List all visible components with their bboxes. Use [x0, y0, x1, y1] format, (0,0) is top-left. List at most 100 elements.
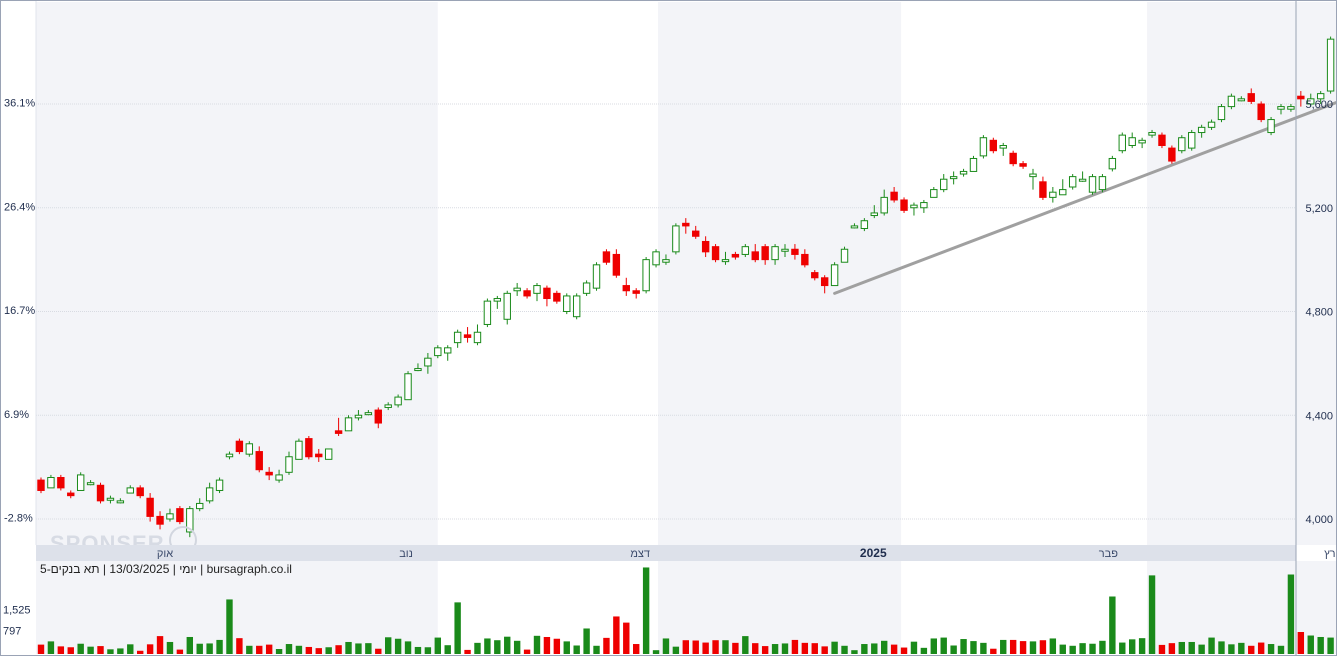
volume-bar: [1178, 641, 1185, 654]
candle-body: [602, 251, 611, 263]
candle: [959, 168, 968, 177]
volume-bar: [930, 638, 937, 654]
candle-body: [1217, 106, 1226, 121]
candle: [940, 174, 948, 193]
candle-body: [672, 225, 680, 253]
candle-body: [186, 508, 194, 533]
candle: [215, 477, 224, 494]
candle: [1029, 168, 1037, 190]
candle: [404, 371, 412, 401]
volume-bar: [771, 644, 779, 654]
candle: [295, 438, 303, 460]
volume-bar: [712, 640, 719, 654]
volume-bar: [236, 638, 243, 654]
volume-bar: [1277, 645, 1285, 654]
candle: [949, 171, 958, 185]
candle: [1188, 129, 1196, 151]
candle: [324, 448, 333, 460]
volume-bar: [285, 644, 293, 654]
volume-bar: [801, 642, 809, 654]
volume-bar: [1188, 641, 1195, 654]
candle: [374, 407, 382, 429]
candle: [315, 448, 323, 462]
volume-bar: [950, 645, 957, 654]
candle-body: [364, 412, 373, 416]
candle-body: [394, 396, 402, 406]
volume-bar: [603, 637, 610, 654]
month-label: פבר: [1099, 548, 1118, 560]
candle-body: [1108, 157, 1117, 170]
candle: [731, 251, 740, 260]
candle-body: [1168, 147, 1176, 162]
candle: [761, 244, 769, 265]
candle: [751, 244, 759, 263]
candle: [116, 498, 125, 504]
volume-bar: [37, 644, 45, 654]
candle: [711, 244, 720, 263]
volume-bar: [156, 636, 164, 654]
candle-body: [424, 357, 432, 367]
candle: [721, 251, 730, 265]
candle: [364, 410, 373, 416]
candle-body: [414, 368, 422, 372]
volume-bar: [1168, 643, 1176, 654]
candle: [771, 244, 779, 265]
candle: [1078, 171, 1087, 182]
candle-body: [860, 220, 869, 229]
price-axes: 4,000 4,400 4,800 5,200 5,600 -2.8% 6.9% 16.7% 2…: [4, 1, 1333, 655]
candle: [1009, 150, 1017, 167]
volume-bar: [424, 647, 432, 654]
candle: [820, 275, 829, 294]
price-tick-label: 4,800: [1305, 307, 1333, 319]
candle-body: [434, 347, 442, 357]
candle: [434, 345, 442, 359]
volume-bar: [385, 637, 392, 654]
volume-bar: [861, 644, 868, 654]
candle-body: [840, 248, 849, 263]
volume-bar: [722, 640, 729, 654]
candle-body: [731, 253, 740, 258]
volume-bar: [256, 645, 263, 654]
candle-body: [592, 264, 601, 289]
candle: [1138, 137, 1146, 149]
candle: [354, 410, 363, 421]
candle: [533, 282, 541, 302]
volume-bar: [1148, 575, 1156, 654]
candle-body: [166, 513, 174, 520]
month-band: [1147, 2, 1337, 545]
candle: [1297, 91, 1305, 107]
candle: [96, 482, 105, 504]
candle: [910, 202, 918, 216]
candle-body: [176, 508, 184, 523]
volume-bar: [414, 646, 422, 654]
candle-body: [761, 246, 769, 261]
candle: [414, 363, 422, 372]
candle-body: [1277, 106, 1285, 110]
candle: [840, 246, 849, 263]
candle-body: [275, 474, 283, 481]
candle-body: [1237, 98, 1246, 102]
volume-bar: [57, 646, 65, 654]
candle-body: [483, 300, 492, 325]
candle-body: [324, 448, 333, 460]
volume-bar: [533, 635, 541, 654]
candle-body: [543, 287, 551, 300]
chart-info-line: יומי | 13/03/2025 | תא בנקים-5 | bursagr…: [40, 562, 292, 576]
volume-bar: [1049, 638, 1057, 654]
candle-body: [751, 251, 759, 261]
month-label: מרץ: [1324, 548, 1337, 560]
volume-bar: [1317, 636, 1324, 654]
volume-bar: [434, 637, 441, 654]
candle-body: [444, 347, 452, 354]
volume-bar: [394, 638, 402, 654]
volume-bar: [127, 644, 134, 654]
candle-body: [1267, 119, 1275, 134]
candle-body: [57, 477, 65, 489]
candle: [483, 298, 492, 328]
candle-body: [969, 157, 978, 172]
candle-body: [265, 471, 273, 476]
candle-body: [801, 253, 809, 266]
volume-bar: [821, 646, 828, 654]
candle: [1128, 132, 1136, 149]
